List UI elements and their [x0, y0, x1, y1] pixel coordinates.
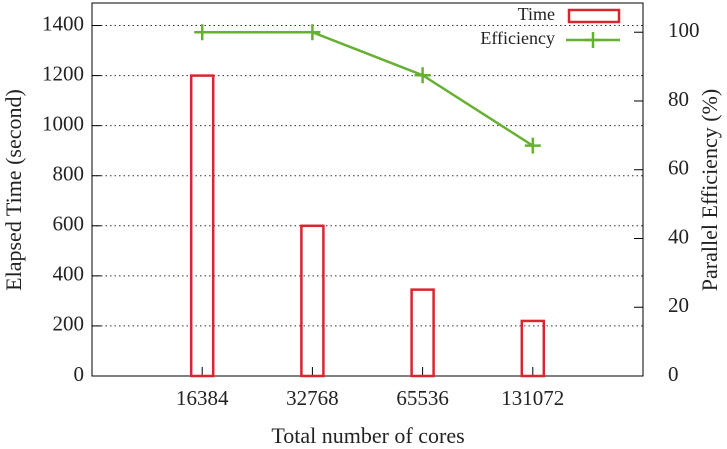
y2-tick-label: 80 [668, 87, 689, 111]
bar [520, 319, 546, 378]
y-axis-title: Elapsed Time (second) [1, 89, 26, 291]
y-tick-label: 1000 [42, 111, 84, 135]
bar [410, 288, 435, 378]
x-tick-label: 16384 [176, 386, 229, 410]
y-tick-label: 1400 [42, 11, 84, 35]
bar [300, 224, 325, 378]
x-tick-label: 131072 [501, 386, 564, 410]
y-tick-label: 1200 [42, 61, 84, 85]
legend-label: Efficiency [480, 28, 555, 48]
y-tick-label: 800 [53, 162, 85, 186]
bar [189, 74, 215, 378]
y2-axis-title: Parallel Efficiency (%) [697, 89, 722, 291]
y2-tick-label: 100 [668, 18, 700, 42]
point-marker [414, 67, 431, 84]
y-tick-label: 400 [53, 262, 85, 286]
line [202, 30, 534, 147]
y2-tick-label: 0 [668, 362, 679, 386]
x-tick-label: 32768 [286, 386, 339, 410]
legend-marker [585, 32, 601, 48]
legend-label: Time [518, 4, 555, 24]
y-tick-label: 600 [53, 212, 85, 236]
plot-frame [91, 2, 644, 377]
point-marker [304, 24, 321, 41]
y2-tick-label: 60 [668, 156, 689, 180]
x-tick-label: 65536 [396, 386, 449, 410]
y2-tick-label: 40 [668, 224, 689, 248]
y2-tick-label: 20 [668, 293, 689, 317]
y-tick-label: 200 [53, 312, 85, 336]
point-marker [524, 137, 541, 154]
legend-swatch [567, 8, 621, 24]
point-marker [194, 24, 211, 41]
y-tick-label: 0 [74, 362, 85, 386]
x-axis-title: Total number of cores [271, 423, 464, 448]
